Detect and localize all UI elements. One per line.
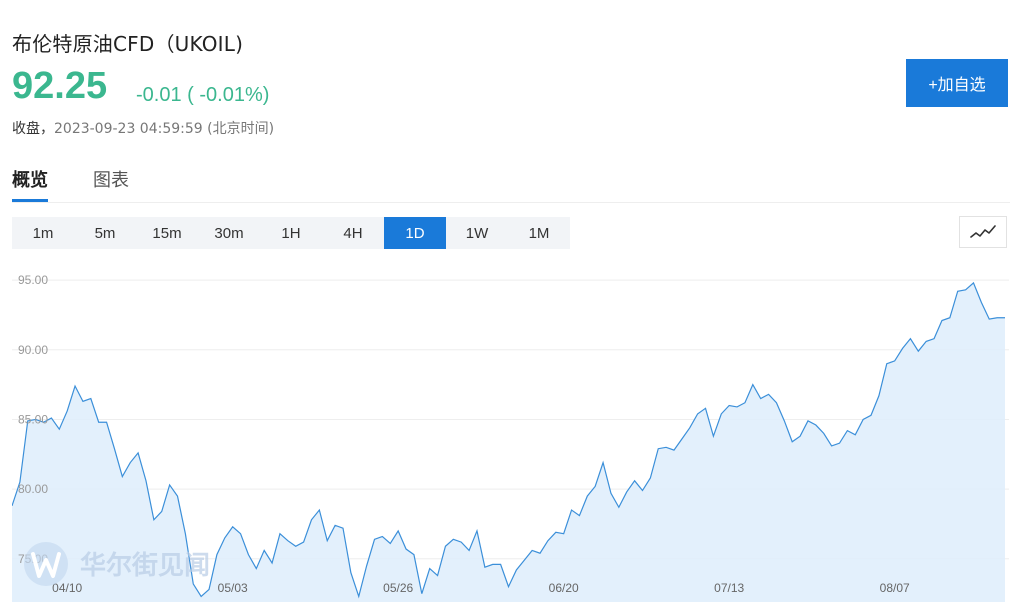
y-tick-label: 95.00 [18, 273, 48, 287]
quote-timestamp: 2023-09-23 04:59:59 (北京时间) [54, 121, 275, 137]
y-tick-label: 90.00 [18, 343, 48, 357]
x-tick-label: 05/26 [383, 581, 413, 595]
x-tick-label: 07/13 [714, 581, 744, 595]
section-tabs: 概览 图表 [12, 166, 174, 202]
x-tick-label: 04/10 [52, 581, 82, 595]
period-4h[interactable]: 4H [343, 224, 363, 242]
chart-type-button[interactable] [959, 216, 1007, 248]
period-15m[interactable]: 15m [152, 224, 182, 242]
watermark-text: 华尔街见闻 [80, 550, 210, 581]
price-line [12, 281, 1005, 599]
period-5m[interactable]: 5m [94, 224, 116, 242]
watermark: 华尔街见闻 [24, 542, 210, 586]
period-1m[interactable]: 1m [32, 224, 54, 242]
last-price: 92.25 [12, 65, 108, 107]
period-1d[interactable]: 1D [384, 217, 446, 249]
instrument-title: 布伦特原油CFD（UKOIL) [12, 32, 244, 56]
period-1mo[interactable]: 1M [528, 224, 550, 242]
add-watchlist-button[interactable]: +加自选 [906, 59, 1008, 107]
period-30m[interactable]: 30m [214, 224, 244, 242]
price-area [12, 282, 1005, 602]
x-tick-label: 06/20 [549, 581, 579, 595]
price-change: -0.01 ( -0.01%) [136, 84, 270, 106]
x-tick-label: 05/03 [218, 581, 248, 595]
market-status: 收盘， [12, 121, 54, 137]
y-tick-label: 85.00 [18, 412, 48, 426]
period-1w[interactable]: 1W [465, 224, 489, 242]
period-1h[interactable]: 1H [281, 224, 301, 242]
market-status-line: 收盘，2023-09-23 04:59:59 (北京时间) [12, 118, 274, 138]
tab-chart[interactable]: 图表 [93, 170, 129, 191]
x-tick-label: 08/07 [880, 581, 910, 595]
line-chart-icon [970, 225, 996, 238]
wallstreetcn-logo-mark [31, 552, 61, 578]
tab-overview[interactable]: 概览 [12, 166, 48, 202]
period-selector: 1m 5m 15m 30m 1H 4H 1D 1W 1M [12, 217, 570, 249]
tabs-divider [12, 202, 1010, 203]
y-tick-label: 80.00 [18, 482, 48, 496]
